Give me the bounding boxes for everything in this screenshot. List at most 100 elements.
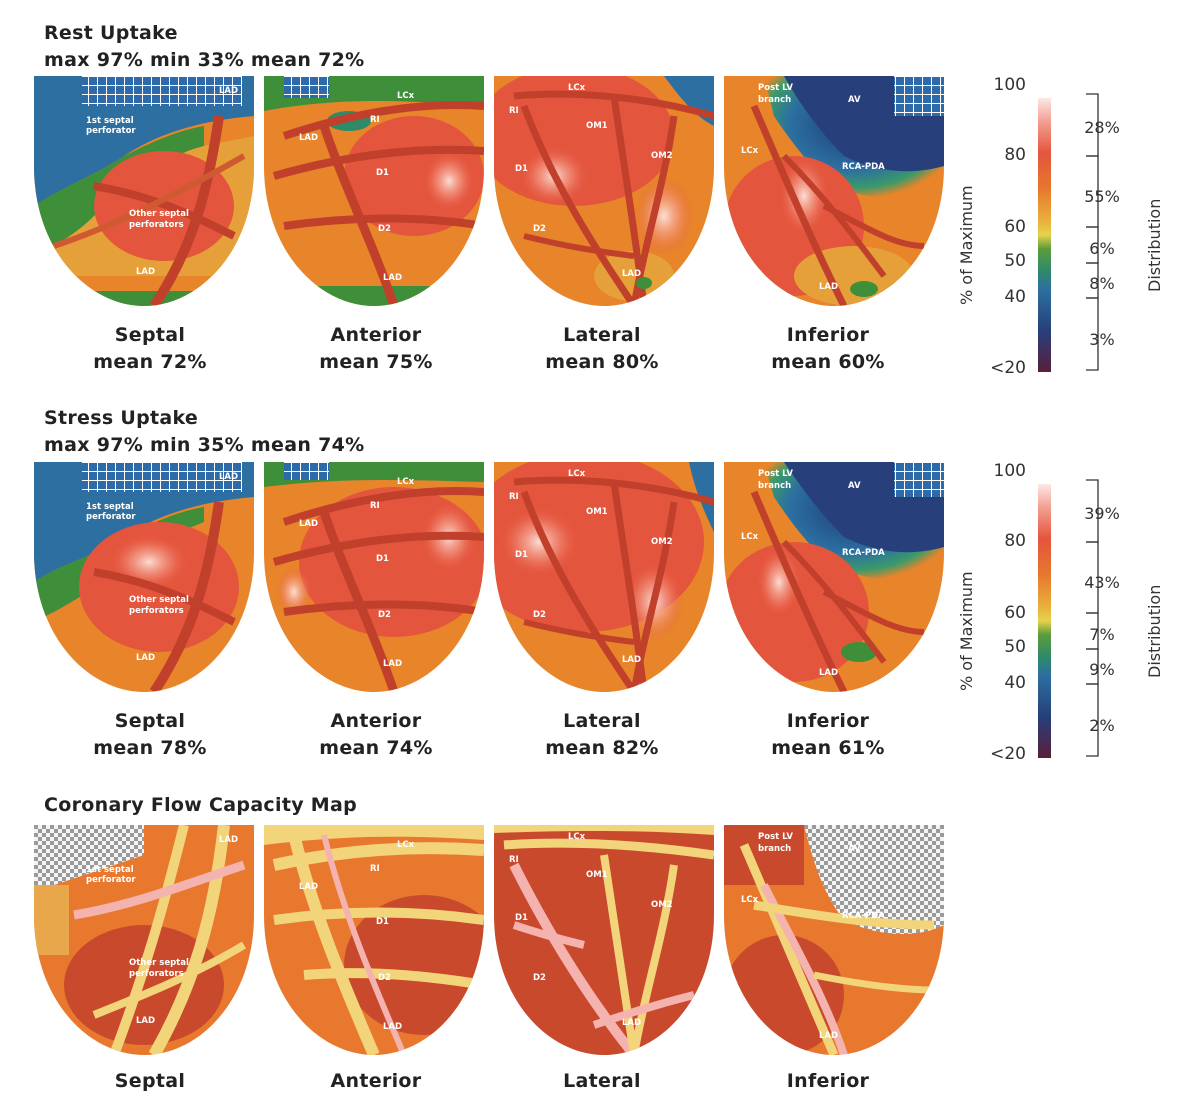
vessel-label: OM1 [586,121,608,131]
view-mean: mean 78% [93,737,207,759]
view-name: Anterior [330,710,422,732]
vessel-label: branch [758,95,791,105]
cfc-vessel-labels: LAD 1st septal perforator Other septal p… [86,832,885,1041]
rest-septal-caption: Septal mean 72% [55,322,245,376]
vessel-label: LAD [622,269,641,279]
vessel-label: D1 [376,917,389,927]
vessel-label: LAD [219,835,238,845]
scale-tick: 80 [1004,145,1026,165]
cfc-anterior-map [264,825,484,1055]
view-mean: mean 72% [93,351,207,373]
stress-lateral-map [494,462,714,692]
rest-inferior-map [724,76,944,306]
vessel-label: perforators [129,220,184,230]
vessel-label: LCx [397,477,415,487]
cfc-septal-map [34,825,254,1055]
vessel-label: RI [370,501,380,511]
rest-septal-map [34,76,254,306]
vessel-label: LAD [299,133,318,143]
vessel-label: D2 [533,610,546,620]
vessel-label: D2 [378,224,391,234]
vessel-label: LAD [819,282,838,292]
cfc-lateral-map [494,825,714,1055]
rest-color-scale: 100 80 60 50 40 <20 % of Maximum Distrib… [957,75,1164,378]
vessel-label: LAD [819,1031,838,1041]
stress-title: Stress Uptake [44,407,199,429]
vessel-label: LAD [383,659,402,669]
vessel-label: D2 [533,224,546,234]
vessel-label: D2 [378,610,391,620]
scale-tick: 60 [1004,603,1026,623]
rest-anterior-map [264,76,484,306]
distribution-value: 28% [1084,118,1120,137]
vessel-label: OM1 [586,507,608,517]
view-mean: mean 82% [545,737,659,759]
vessel-label: LAD [622,1018,641,1028]
vessel-label: LAD [299,882,318,892]
vessel-label: RI [509,492,519,502]
stress-septal-caption: Septal mean 78% [55,708,245,762]
vessel-label: LCx [741,532,759,542]
vessel-label: RCA-PDA [842,911,885,921]
scale-tick: 60 [1004,217,1026,237]
vessel-label: RCA-PDA [842,162,885,172]
stress-septal-map [34,462,254,692]
axis-label: % of Maximum [957,571,976,691]
scale-tick: 100 [994,75,1026,95]
cfc-septal-caption: Septal [114,1070,186,1092]
vessel-label: D1 [376,168,389,178]
scale-tick: <20 [990,744,1026,764]
vessel-label: RI [509,106,519,116]
vessel-label: branch [758,481,791,491]
scale-tick: 80 [1004,531,1026,551]
vessel-label: LAD [622,655,641,665]
stress-color-scale: 100 80 60 50 40 <20 % of Maximum Distrib… [957,461,1164,764]
distribution-value: 8% [1089,274,1114,293]
view-name: Anterior [330,324,422,346]
scale-tick: 50 [1004,637,1026,657]
scale-tick: 50 [1004,251,1026,271]
view-mean: mean 80% [545,351,659,373]
distribution-value: 9% [1089,660,1114,679]
rest-lateral-map [494,76,714,306]
vessel-label: 1st septal [86,865,134,875]
vessel-label: D1 [515,164,528,174]
rest-title: Rest Uptake [44,22,178,44]
distribution-value: 6% [1089,239,1114,258]
distribution-value: 43% [1084,573,1120,592]
vessel-label: D1 [515,550,528,560]
cfc-polar-maps: LAD 1st septal perforator Other septal p… [34,825,944,1057]
view-name: Inferior [786,324,870,346]
view-mean: mean 60% [771,351,885,373]
vessel-label: D1 [515,913,528,923]
vessel-label: RCA-PDA [842,548,885,558]
scale-tick: 100 [994,461,1026,481]
vessel-label: AV [848,95,861,105]
view-name: Septal [114,710,186,732]
view-mean: mean 74% [319,737,433,759]
vessel-label: LCx [741,146,759,156]
vessel-label: perforator [86,875,136,885]
cfc-title: Coronary Flow Capacity Map [44,794,358,816]
vessel-label: Post LV [758,469,793,479]
scale-bar [1038,98,1051,372]
vessel-label: 1st septal [86,502,134,512]
view-name: Lateral [563,324,641,346]
vessel-label: D1 [376,554,389,564]
vessel-label: RI [370,864,380,874]
distribution-value: 55% [1084,187,1120,206]
distribution-value: 39% [1084,504,1120,523]
vessel-label: LCx [568,832,586,842]
vessel-label: AV [848,844,861,854]
vessel-label: Other septal [129,595,189,605]
stress-lateral-caption: Lateral mean 82% [507,708,697,762]
vessel-label: LAD [136,653,155,663]
stress-stats: max 97% min 35% mean 74% [44,434,365,456]
vessel-label: LAD [219,86,238,96]
vessel-label: AV [848,481,861,491]
vessel-label: LCx [397,91,415,101]
vessel-label: LAD [136,1016,155,1026]
vessel-label: OM2 [651,537,673,547]
vessel-label: RI [370,115,380,125]
view-mean: mean 61% [771,737,885,759]
